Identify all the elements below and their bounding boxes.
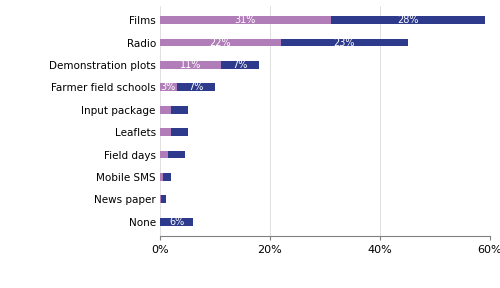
Bar [163,173,171,181]
Bar [160,151,168,158]
Bar [160,106,171,114]
Text: 6%: 6% [169,217,184,227]
Bar [160,196,161,203]
Bar [160,84,176,91]
Bar [160,218,193,226]
Text: 22%: 22% [210,37,232,48]
Bar [171,106,188,114]
Bar [161,196,166,203]
Text: 23%: 23% [334,37,355,48]
Text: 7%: 7% [188,82,204,92]
Bar [330,16,484,24]
Bar [281,39,407,46]
Bar [220,61,259,69]
Legend: Yes, No: Yes, No [284,285,366,288]
Text: 31%: 31% [234,15,256,25]
Bar [171,128,188,136]
Text: 7%: 7% [232,60,248,70]
Bar [160,61,220,69]
Bar [168,151,185,158]
Bar [176,84,215,91]
Text: 28%: 28% [397,15,418,25]
Bar [160,128,171,136]
Text: 11%: 11% [180,60,201,70]
Bar [160,16,330,24]
Text: 3%: 3% [160,82,176,92]
Bar [160,173,163,181]
Bar [160,39,281,46]
